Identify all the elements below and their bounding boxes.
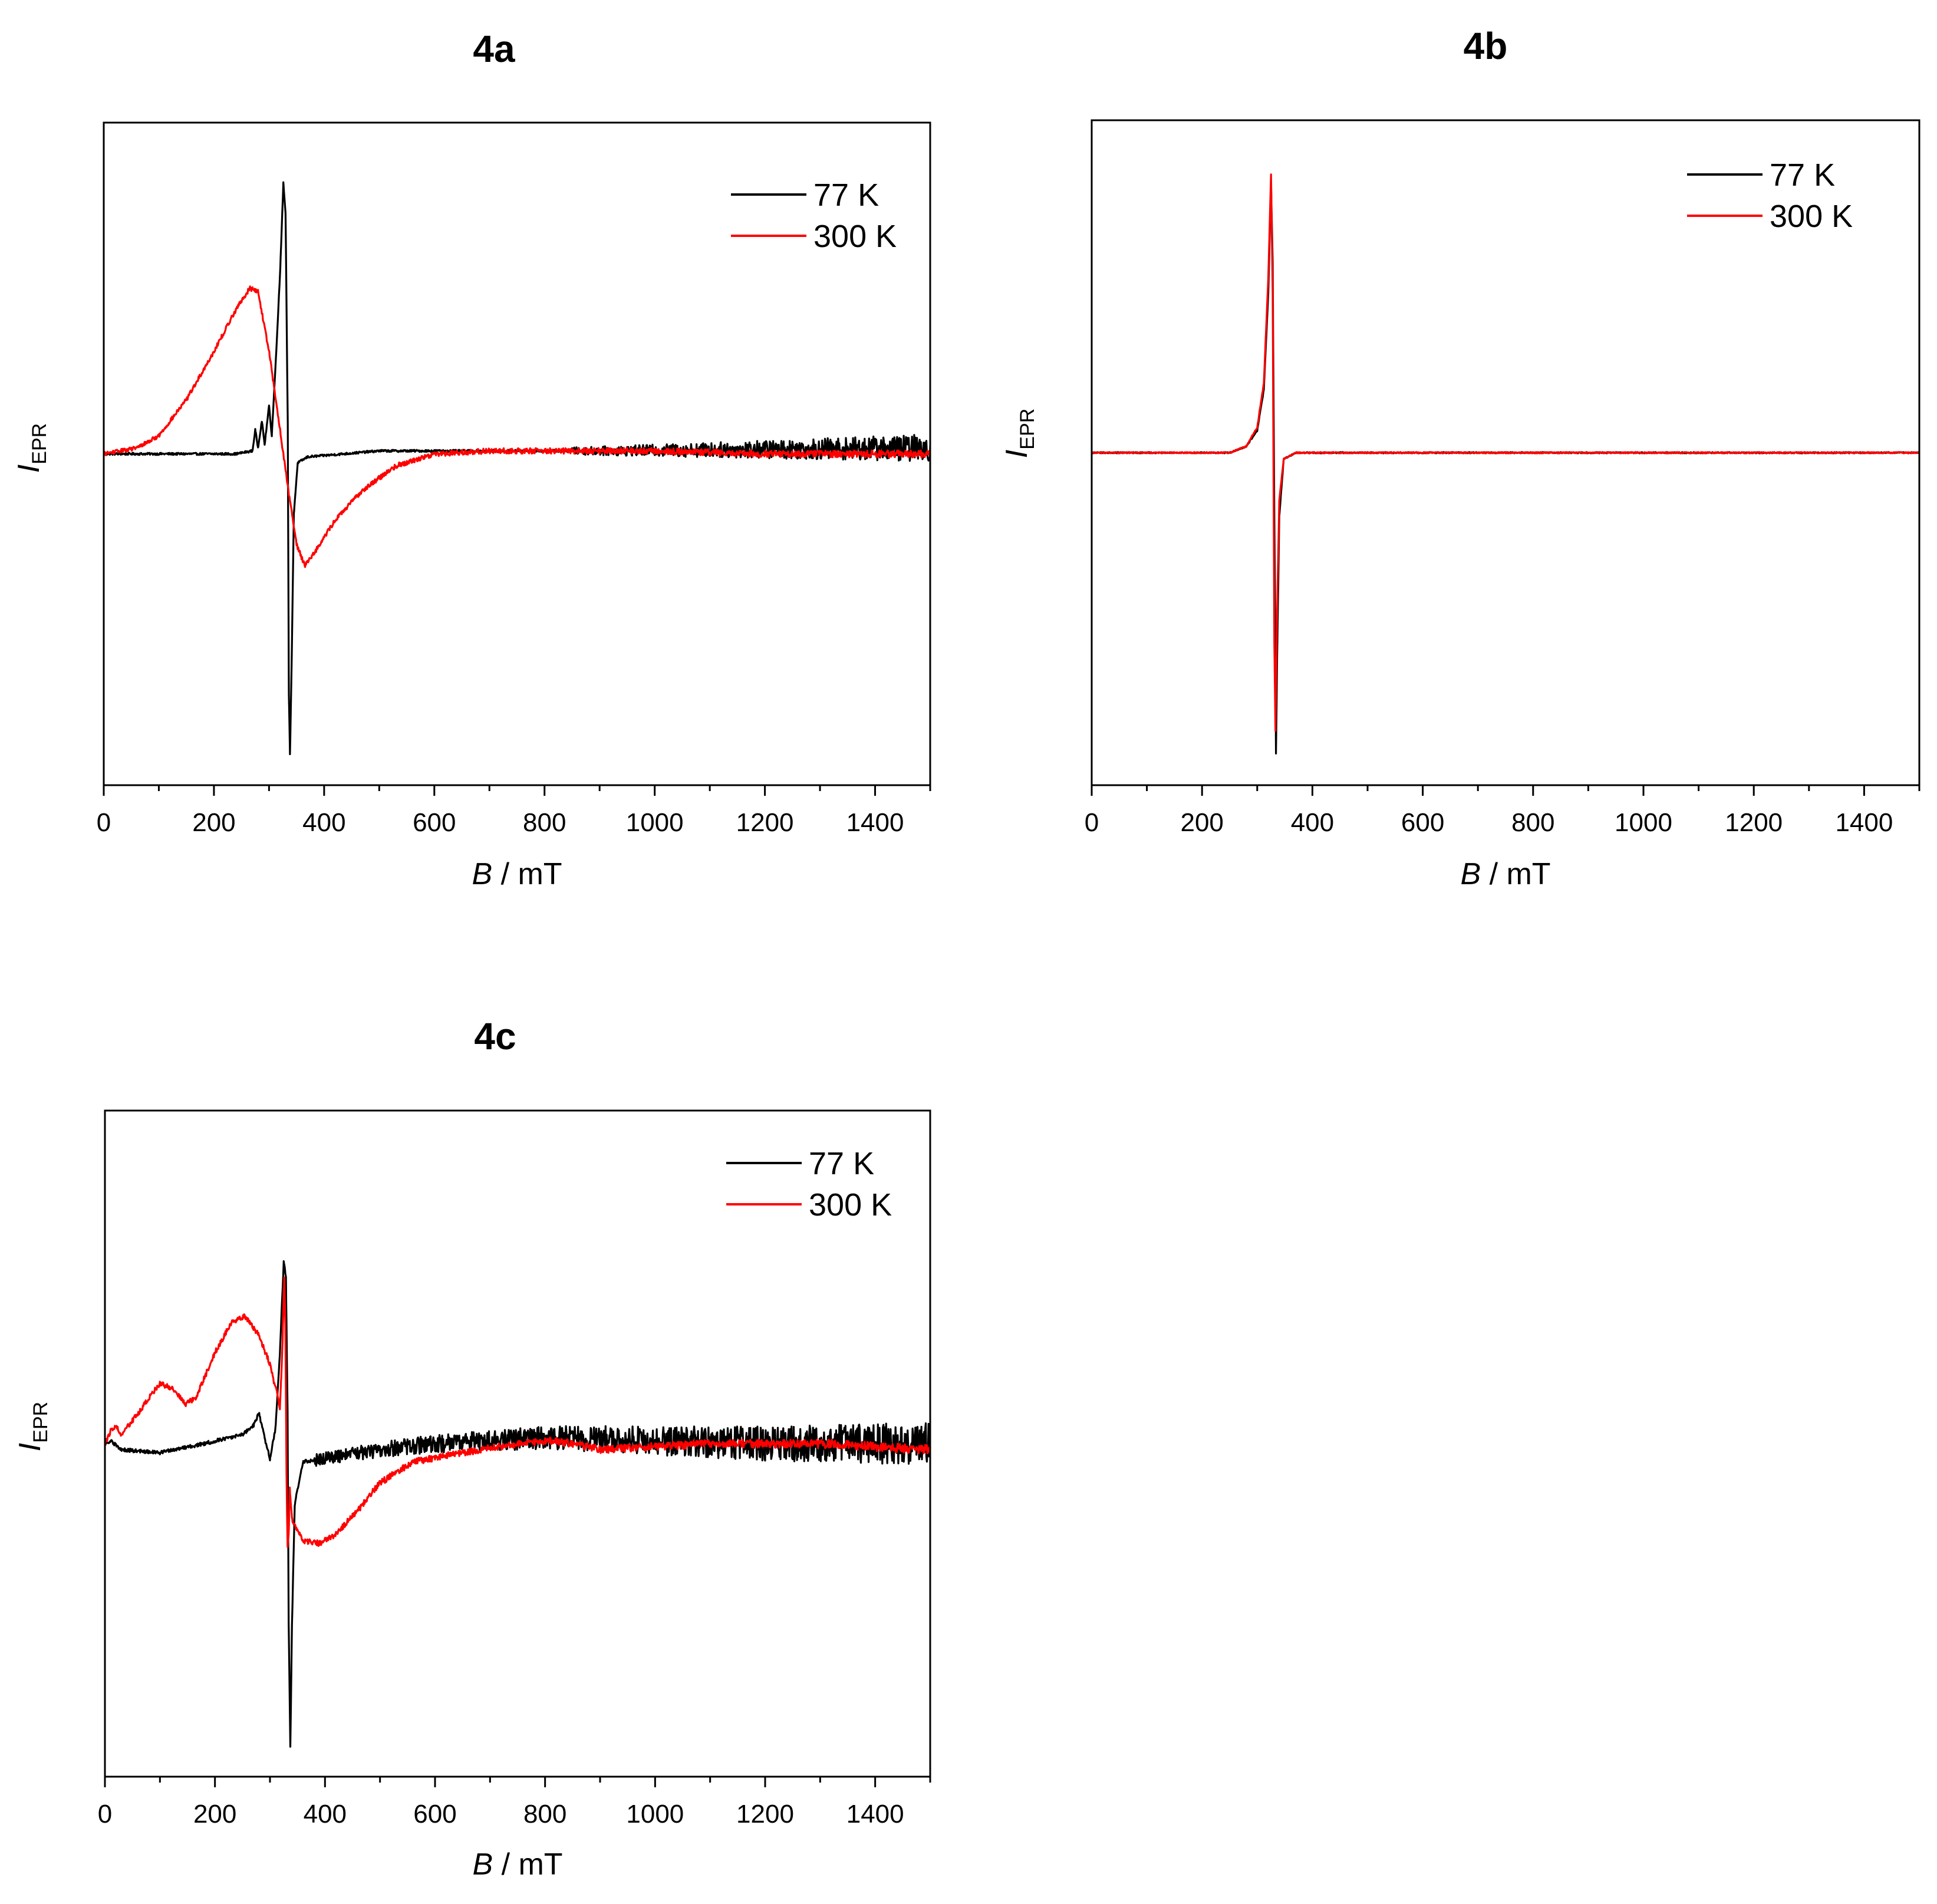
x-tick-label: 800: [523, 808, 566, 837]
legend-label: 300 K: [813, 219, 897, 254]
x-tick-label: 200: [193, 1800, 236, 1829]
x-axis-label: B / mT: [472, 1847, 562, 1882]
series-line-300-k: [104, 285, 930, 568]
x-axis-label: B / mT: [1460, 857, 1550, 891]
chart-panel-4c: 4c 0 200 400 600 800 1000 1200 1400 B / mT IEPR 77 …: [13, 1015, 931, 1882]
x-tick-label: 600: [413, 808, 456, 837]
x-tick-label: 0: [1085, 808, 1099, 837]
x-tick-label: 1200: [1725, 808, 1783, 837]
x-tick-label: 0: [98, 1800, 112, 1829]
x-tick-label: 1400: [1835, 808, 1893, 837]
series-line-77-k: [104, 181, 930, 756]
x-tick-label: 800: [523, 1800, 566, 1829]
y-axis-label: IEPR: [13, 1402, 52, 1451]
plot-frame: [1091, 119, 1920, 786]
x-tick-label: 1400: [846, 808, 904, 837]
legend-label: 77 K: [813, 177, 879, 213]
x-tick-label: 1200: [736, 1800, 794, 1829]
chart-title: 4a: [473, 28, 515, 70]
x-tick-label: 400: [1291, 808, 1334, 837]
x-tick-label: 600: [413, 1800, 456, 1829]
x-tick-label: 1400: [846, 1800, 904, 1829]
chart-panel-4b: 4b 0 200 400 600 800 1000 1200 1400 B / mT IEPR 77 …: [1000, 25, 1920, 891]
legend-label: 77 K: [809, 1146, 874, 1181]
legend-label: 300 K: [1770, 199, 1853, 234]
x-tick-label: 1000: [626, 1800, 684, 1829]
chart-panel-4a: 4a 0 200 400 600 800 1000 1200 1400 B / mT IEPR 77 …: [12, 28, 931, 891]
x-tick-label: 400: [304, 1800, 347, 1829]
x-tick-label: 0: [97, 808, 111, 837]
y-axis-label: IEPR: [12, 423, 51, 473]
x-axis-label: B / mT: [472, 857, 562, 891]
x-tick-label: 800: [1511, 808, 1554, 837]
chart-title: 4c: [474, 1015, 516, 1058]
x-tick-label: 1000: [626, 808, 684, 837]
series-line-77-k: [105, 1260, 930, 1748]
x-tick-label: 600: [1401, 808, 1444, 837]
series-line-300-k: [105, 1276, 930, 1548]
y-axis-label: IEPR: [1000, 409, 1039, 458]
x-tick-label: 1000: [1615, 808, 1672, 837]
chart-title: 4b: [1464, 25, 1508, 67]
legend-label: 77 K: [1770, 157, 1835, 193]
legend-label: 300 K: [809, 1187, 892, 1223]
series-line-77-k: [1092, 183, 1919, 755]
plot-frame: [104, 1109, 931, 1778]
x-tick-label: 400: [302, 808, 345, 837]
x-tick-label: 1200: [736, 808, 794, 837]
x-tick-label: 200: [192, 808, 235, 837]
plot-frame: [103, 121, 931, 786]
x-tick-label: 200: [1180, 808, 1223, 837]
series-line-300-k: [1092, 173, 1919, 732]
